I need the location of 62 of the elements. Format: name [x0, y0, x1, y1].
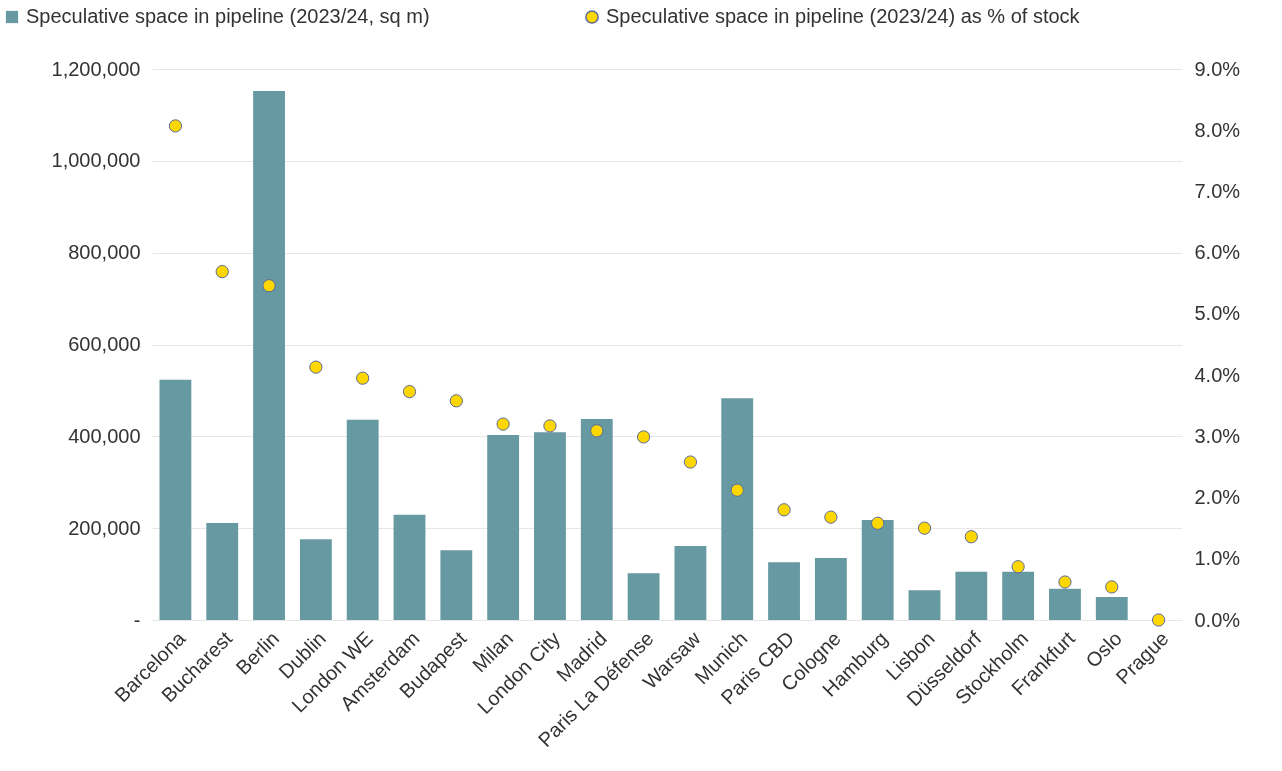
y-tick-label: 600,000 — [68, 333, 141, 355]
bar — [1095, 597, 1128, 620]
point — [402, 385, 417, 399]
legend-label: Speculative space in pipeline (2023/24, sq m) — [26, 5, 430, 27]
y-tick-label: - — [133, 608, 141, 631]
y2-tick-label: 5.0% — [1194, 302, 1241, 325]
bar — [955, 571, 988, 620]
point — [262, 279, 276, 293]
y2-tick-label: 2.0% — [1194, 486, 1241, 509]
y2-tick-label: 6.0% — [1194, 241, 1241, 264]
bar — [1002, 571, 1035, 620]
bar — [627, 573, 660, 620]
y2-tick-label: 1.0% — [1194, 547, 1241, 570]
point — [449, 394, 463, 408]
point — [215, 265, 229, 279]
bar — [159, 379, 192, 620]
bar — [674, 546, 707, 620]
bar — [440, 550, 473, 620]
legend-label: Speculative space in pipeline (2023/24) as % of stock — [606, 5, 1081, 27]
y-tick-label: 200,000 — [68, 516, 141, 539]
point — [917, 521, 932, 535]
point — [1105, 580, 1119, 594]
bar — [768, 562, 800, 620]
y-tick-label: 400,000 — [68, 424, 141, 447]
y2-tick-label: 0.0% — [1194, 608, 1241, 631]
bar — [487, 434, 520, 620]
bar — [253, 91, 285, 620]
point — [543, 419, 557, 433]
bar — [393, 514, 426, 620]
point — [1011, 560, 1025, 574]
point — [824, 510, 838, 524]
point — [730, 483, 744, 497]
y2-tick-label: 4.0% — [1194, 363, 1241, 386]
point — [636, 430, 651, 444]
bar — [580, 418, 613, 620]
y2-tick-label: 8.0% — [1194, 118, 1241, 141]
point — [356, 371, 370, 385]
bar — [346, 419, 379, 620]
point — [683, 455, 698, 469]
point — [590, 424, 604, 438]
y-tick-label: 1,200,000 — [51, 57, 141, 80]
bar — [206, 523, 239, 620]
point — [309, 360, 323, 374]
bar — [861, 519, 894, 620]
point — [1151, 613, 1166, 627]
point — [871, 516, 885, 530]
y2-tick-label: 9.0% — [1194, 57, 1241, 80]
y-tick-label: 1,000,000 — [51, 149, 141, 172]
bar — [299, 539, 332, 620]
point — [496, 417, 510, 431]
point — [168, 119, 183, 133]
y2-tick-label: 3.0% — [1194, 424, 1241, 447]
bar — [908, 590, 941, 620]
bar — [1049, 588, 1081, 620]
point — [964, 530, 978, 544]
point — [1058, 575, 1072, 589]
point — [777, 503, 791, 517]
y-tick-label: 800,000 — [68, 241, 141, 264]
bar — [721, 398, 754, 620]
y2-tick-label: 7.0% — [1194, 179, 1241, 202]
bar — [814, 558, 847, 620]
bar — [534, 432, 566, 620]
